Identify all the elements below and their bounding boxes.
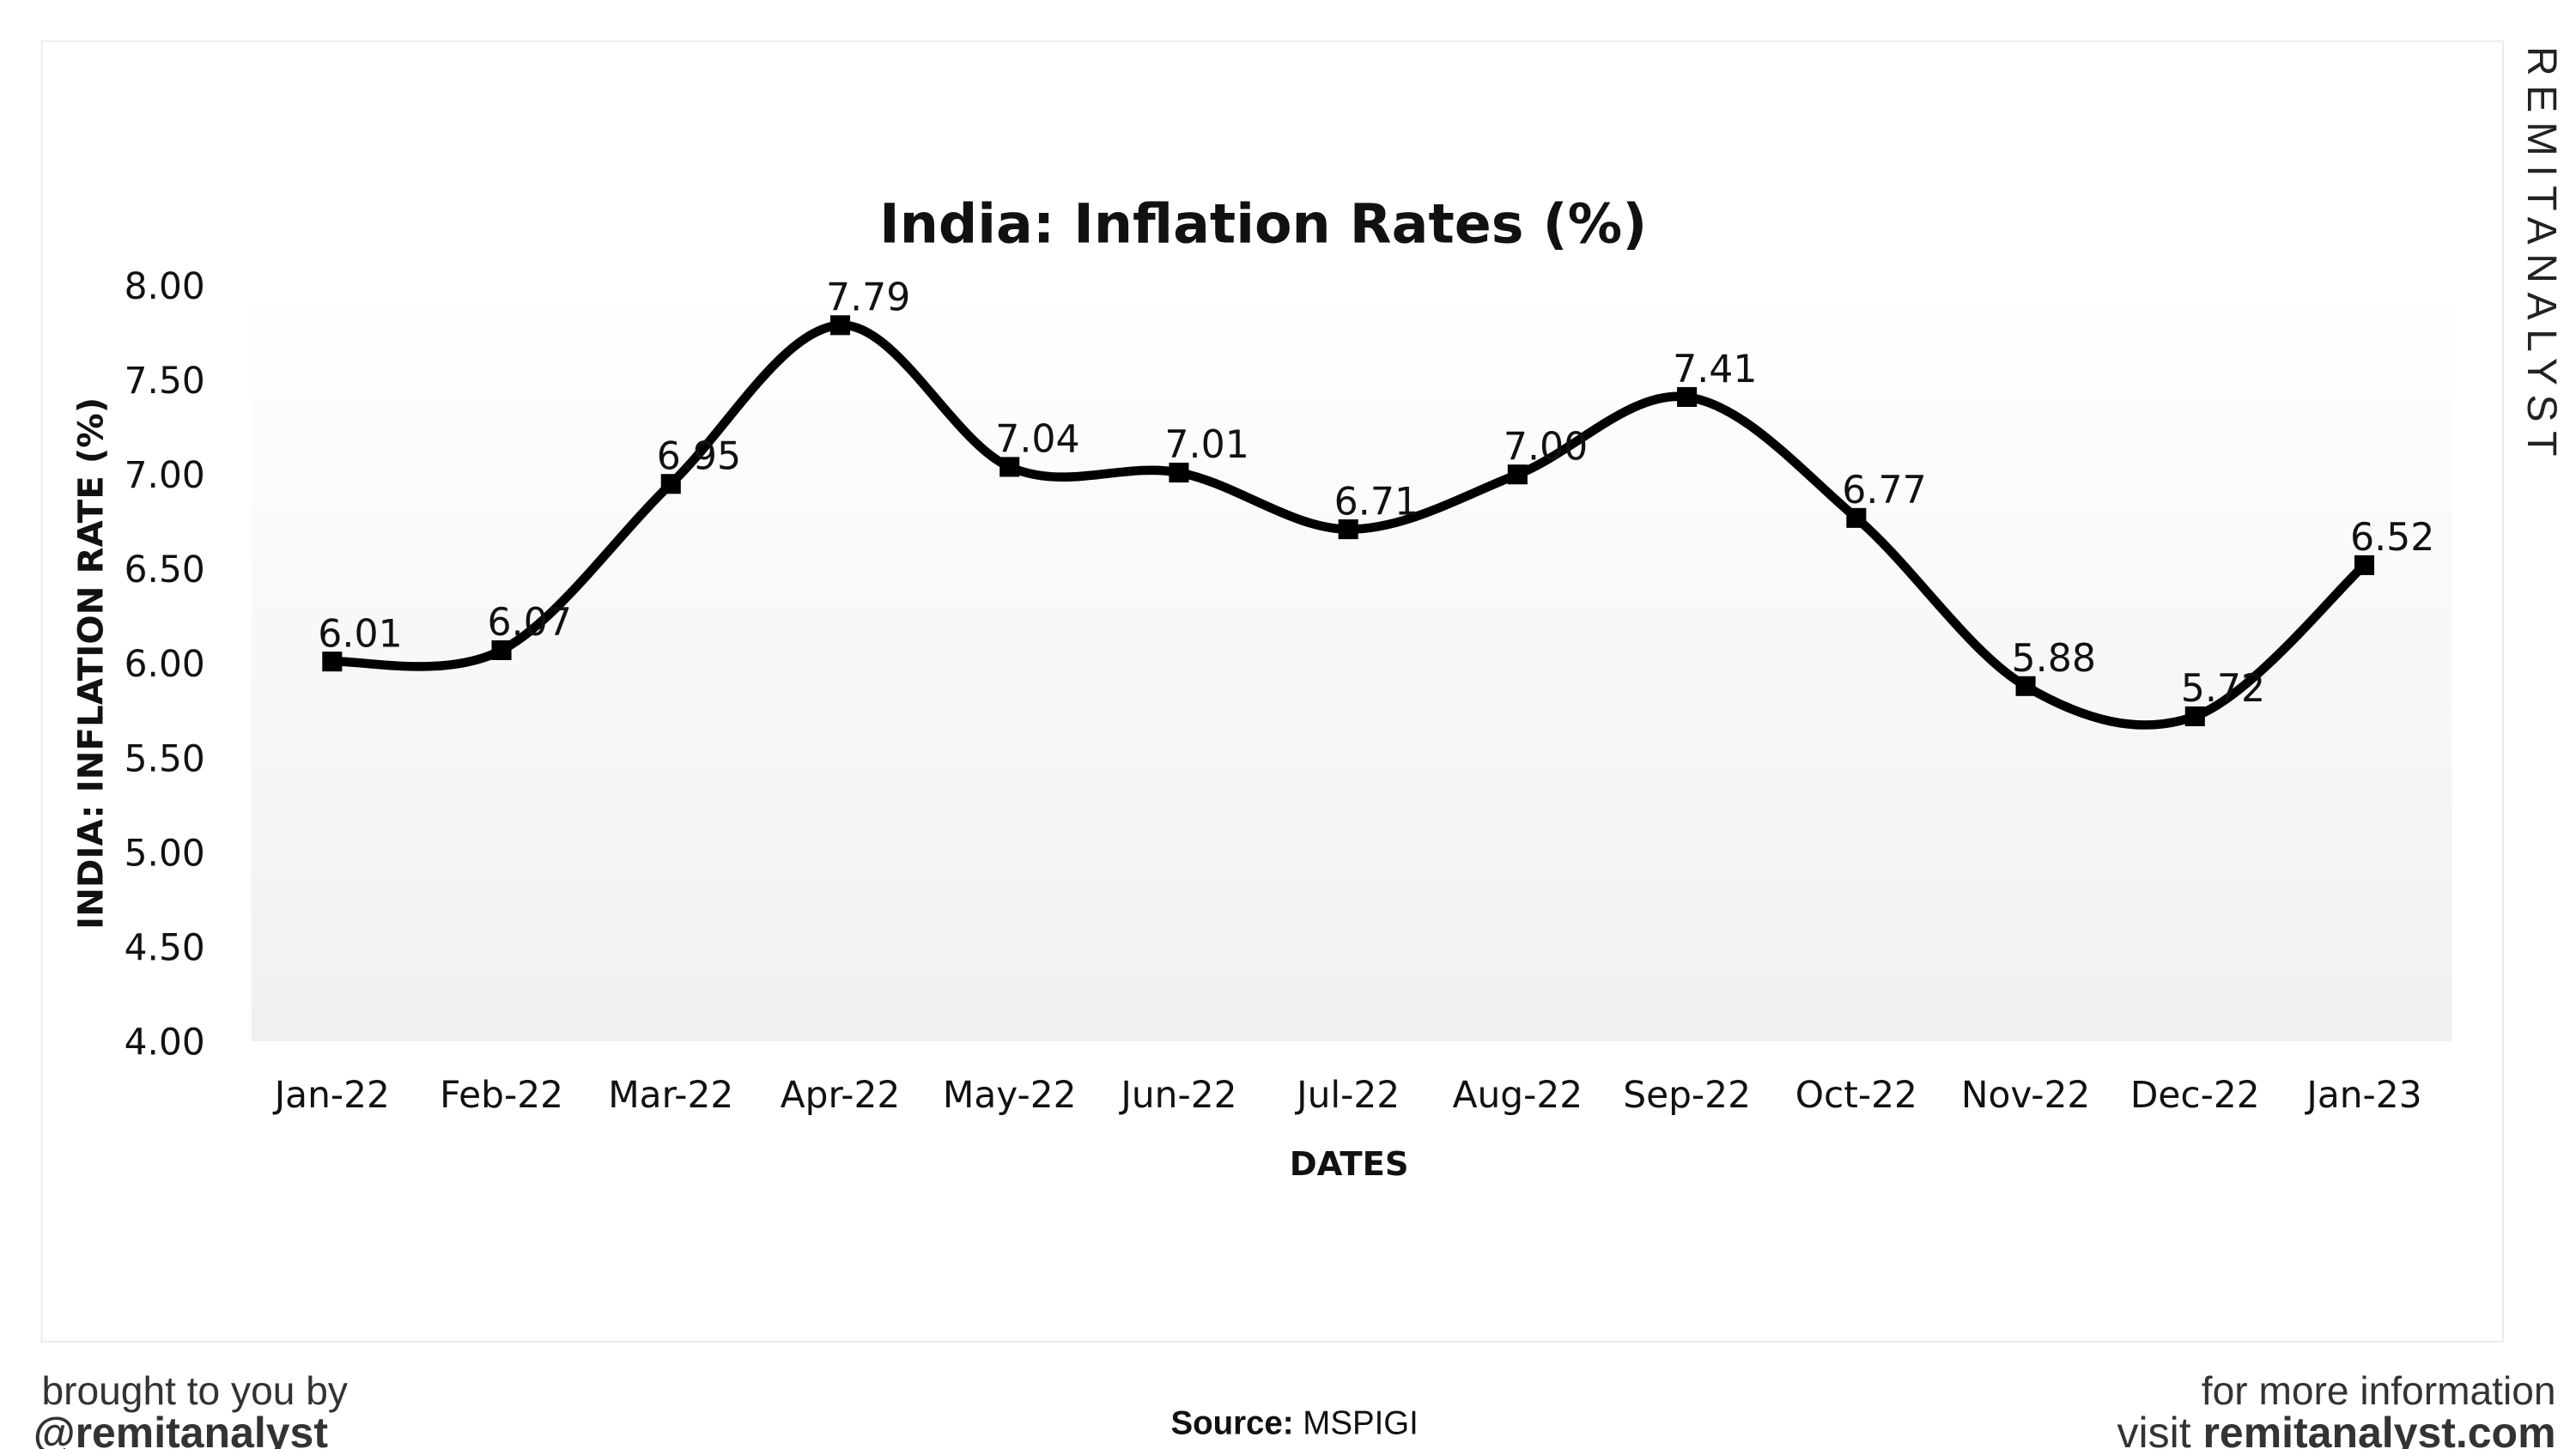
data-point	[2184, 706, 2205, 727]
x-tick-label: Jul-22	[1294, 1074, 1400, 1116]
more-info-text: for more information	[2202, 1368, 2556, 1413]
data-point	[829, 315, 851, 336]
data-point	[660, 474, 681, 494]
data-label: 6.01	[318, 612, 402, 656]
data-label: 5.72	[2181, 667, 2265, 711]
data-point	[1338, 519, 1358, 540]
brought-by-text: brought to you by	[41, 1368, 347, 1413]
x-tick-label: Mar-22	[608, 1074, 733, 1116]
x-tick-label: Dec-22	[2130, 1074, 2260, 1116]
x-tick-label: Oct-22	[1795, 1074, 1917, 1116]
y-axis-label: INDIA: INFLATION RATE (%)	[71, 397, 112, 930]
handle-text: @remitanalyst	[33, 1409, 328, 1449]
x-tick-label: Apr-22	[781, 1074, 901, 1116]
y-tick-label: 5.00	[125, 832, 205, 874]
data-label: 6.95	[657, 434, 741, 478]
data-label: 7.01	[1164, 423, 1249, 467]
data-label: 7.04	[995, 418, 1079, 462]
x-tick-label: Sep-22	[1623, 1074, 1751, 1116]
x-tick-label: Feb-22	[440, 1074, 563, 1116]
data-label: 6.77	[1842, 469, 1926, 512]
data-label: 6.07	[488, 601, 572, 645]
data-label: 7.41	[1673, 348, 1757, 391]
y-tick-label: 6.50	[125, 549, 205, 591]
data-point	[2015, 676, 2036, 696]
y-tick-label: 7.50	[125, 360, 205, 402]
chart-title: India: Inflation Rates (%)	[879, 192, 1647, 256]
data-label: 5.88	[2012, 637, 2096, 681]
data-point	[1846, 507, 1867, 528]
x-axis-label: DATES	[1290, 1145, 1409, 1184]
watermark: REMITANALYST	[2518, 46, 2565, 465]
y-tick-label: 6.00	[125, 643, 205, 685]
x-tick-label: Jan-22	[272, 1074, 390, 1116]
y-tick-label: 5.50	[125, 737, 205, 779]
x-tick-label: May-22	[943, 1074, 1077, 1116]
data-point	[1169, 462, 1189, 483]
x-tick-label: Jan-23	[2304, 1074, 2421, 1116]
y-tick-label: 8.00	[125, 265, 205, 307]
data-label: 6.71	[1334, 480, 1419, 524]
data-point	[322, 652, 343, 672]
x-tick-label: Nov-22	[1961, 1074, 2090, 1116]
website-link[interactable]: visit remitanalyst.com	[2117, 1409, 2556, 1449]
y-tick-label: 7.00	[125, 454, 205, 496]
data-label: 7.00	[1504, 425, 1588, 469]
data-point	[2354, 555, 2375, 575]
data-point	[491, 640, 512, 660]
plot-area	[251, 285, 2452, 1042]
x-tick-label: Jun-22	[1118, 1074, 1236, 1116]
y-tick-label: 4.50	[125, 926, 205, 968]
y-tick-label: 4.00	[125, 1022, 205, 1064]
data-point	[1677, 386, 1698, 408]
data-point	[999, 457, 1020, 477]
data-point	[1507, 464, 1528, 485]
data-label: 7.79	[826, 276, 910, 320]
source-text: Source: MSPIGI	[1171, 1405, 1419, 1442]
data-label: 6.52	[2350, 516, 2434, 560]
x-tick-label: Aug-22	[1453, 1074, 1583, 1116]
